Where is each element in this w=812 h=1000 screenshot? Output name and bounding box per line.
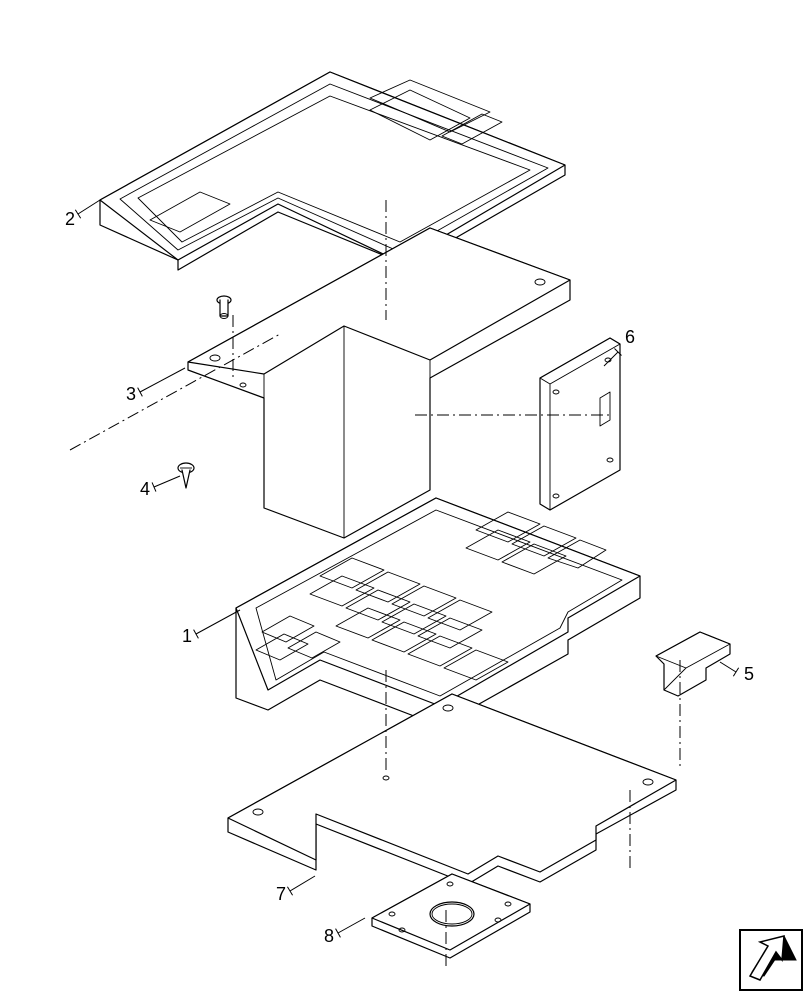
- part-7-base-plate: [228, 694, 676, 884]
- nav-next-icon[interactable]: [740, 930, 802, 990]
- part-5-bracket: [656, 632, 730, 696]
- callout-ref-4: 4: [140, 479, 150, 499]
- callout-ref-3: 3: [126, 384, 136, 404]
- callout-ref-6: 6: [625, 327, 635, 347]
- callout-ref-2: 2: [65, 209, 75, 229]
- part-3-left-shroud: [188, 228, 570, 538]
- exploded-diagram: 1 2 3 4 5 6 7 8: [0, 0, 812, 1000]
- callout-ref-5: 5: [744, 664, 754, 684]
- callout-ref-7: 7: [276, 884, 286, 904]
- callout-ref-8: 8: [324, 926, 334, 946]
- part-1-floor-mat: [236, 498, 640, 726]
- part-8-mounting-plate: [372, 874, 530, 958]
- part-4-screw: [178, 463, 194, 488]
- part-6-side-panel: [540, 338, 620, 510]
- callout-ref-1: 1: [182, 626, 192, 646]
- part-2-upper-rear-mat: [100, 72, 565, 270]
- part-3-fastener-pin: [217, 296, 231, 319]
